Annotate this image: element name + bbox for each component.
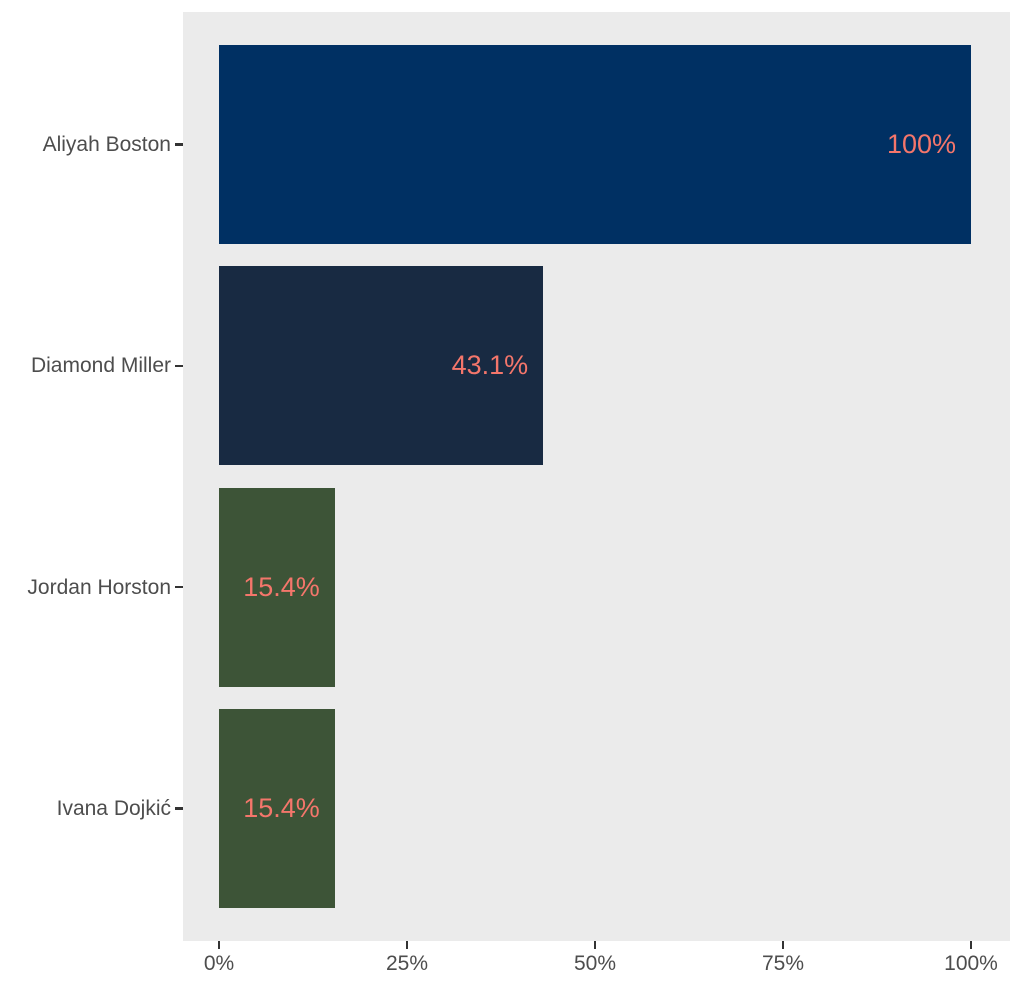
y-axis-tick (175, 585, 183, 589)
y-axis-tick (175, 143, 183, 146)
bar-value-label: 15.4% (243, 571, 320, 602)
bar-aliyah-boston (219, 45, 971, 245)
x-axis-tick-label: 75% (761, 952, 805, 975)
x-axis-tick (593, 941, 597, 949)
x-axis-tick-label: 25% (385, 952, 429, 975)
x-axis-tick (405, 941, 409, 949)
y-axis-label: Diamond Miller (30, 354, 171, 378)
x-axis-tick-label: 0% (203, 952, 235, 975)
y-axis-label: Ivana Dojkić (56, 796, 171, 820)
bar-diamond-miller (219, 266, 544, 466)
bar-jordan-horston (219, 487, 335, 687)
x-axis-tick (781, 941, 785, 949)
x-axis-tick-label: 100% (944, 952, 998, 975)
y-axis-label: Jordan Horston (27, 575, 171, 599)
y-axis-label: Aliyah Boston (42, 133, 171, 157)
x-axis-tick (969, 941, 973, 949)
bar-value-label: 15.4% (243, 792, 320, 823)
bar-ivana-dojki- (219, 708, 335, 908)
bar-value-label: 100% (886, 129, 956, 160)
y-axis-tick (175, 807, 183, 810)
y-axis-tick (175, 364, 183, 368)
bar-value-label: 43.1% (451, 350, 529, 381)
x-axis-tick (217, 941, 221, 949)
x-axis-tick-label: 50% (573, 952, 617, 975)
